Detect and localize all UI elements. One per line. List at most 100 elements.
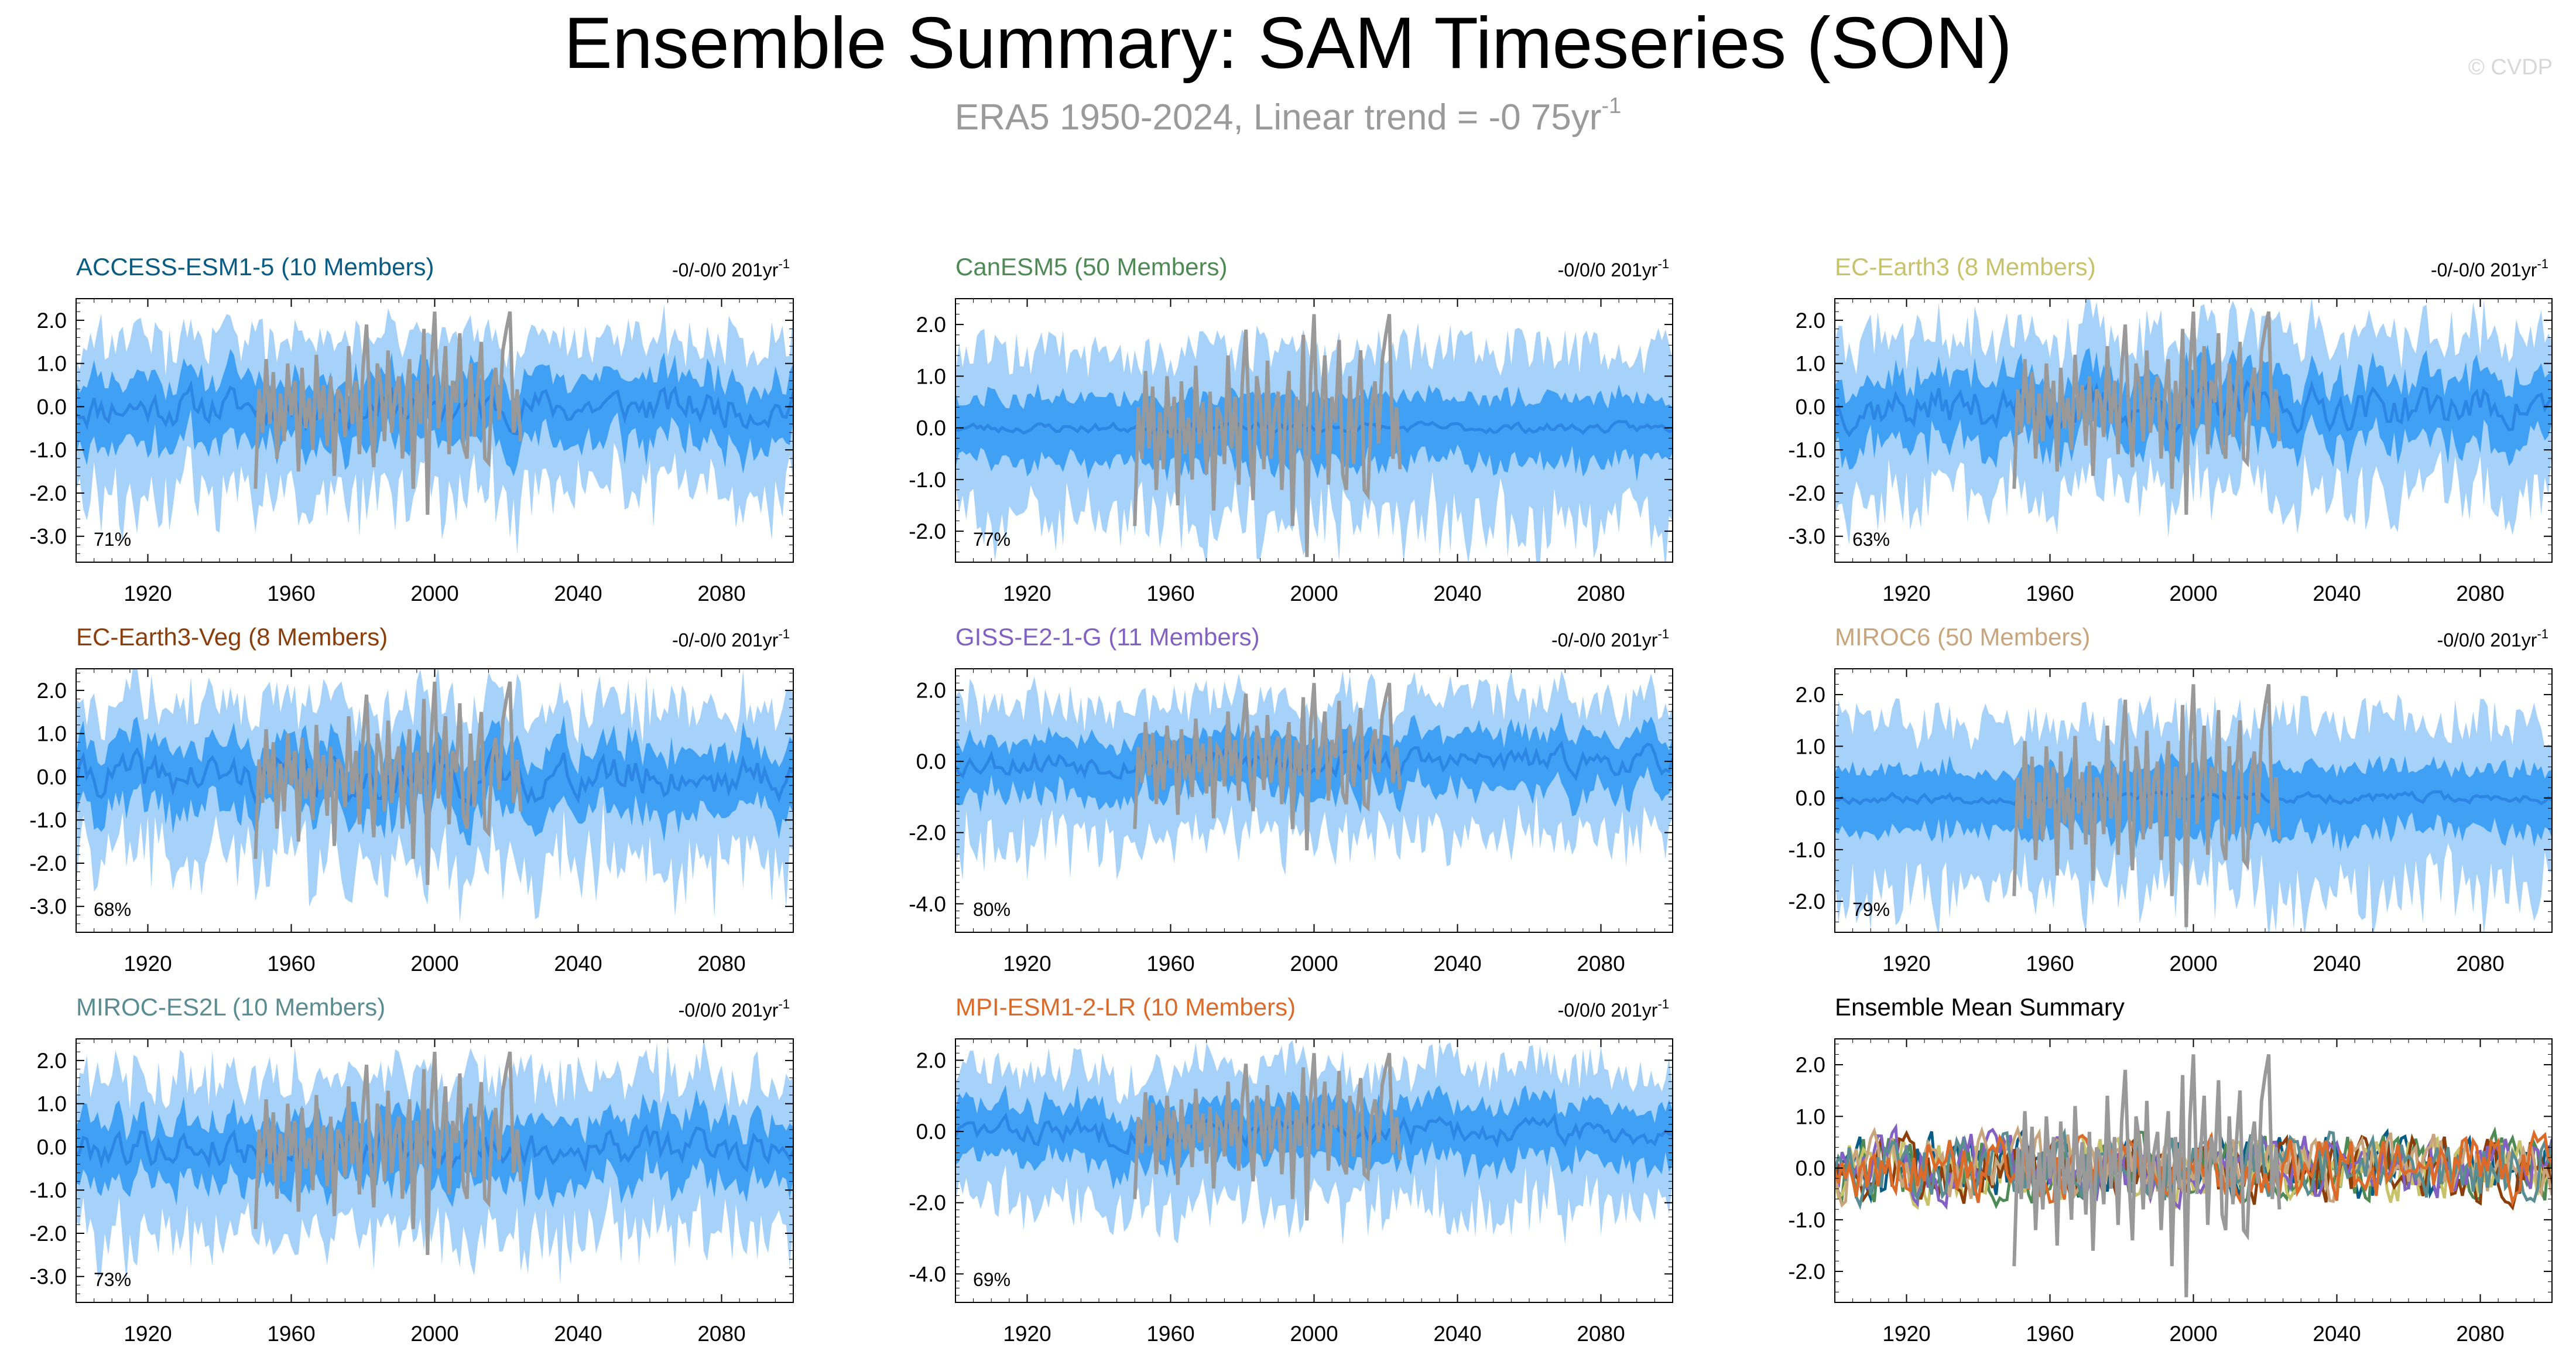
observation-line [1133,682,1402,851]
panel-trend-superscript: -1 [1657,627,1669,641]
y-tick-label: 2.0 [1796,309,1825,333]
y-tick-label: -2.0 [29,1222,67,1246]
observation-line [2012,311,2282,515]
y-tick-label: 0.0 [37,1135,67,1159]
y-tick-label: -3.0 [29,1265,67,1289]
panel-percent: 79% [1852,899,1890,920]
observation-line [254,1051,523,1255]
y-tick-label: 2.0 [37,679,67,703]
y-tick-label: -2.0 [1788,1260,1825,1284]
panel-percent: 69% [973,1269,1010,1290]
panel-trend: -0/-0/0 201yr-1 [672,627,790,651]
x-tick-label: 2040 [2313,582,2361,606]
panel-trend: -0/0/0 201yr-1 [679,997,790,1021]
ensemble-mean-line [955,740,1673,782]
y-tick-label: -1.0 [29,808,67,832]
y-tick-label: 0.0 [1796,786,1825,810]
x-tick-label: 1920 [124,1322,172,1346]
x-tick-label: 1960 [267,582,315,606]
panel-trend-superscript: -1 [2537,627,2548,641]
x-tick-label: 2040 [1433,582,1481,606]
x-tick-label: 2000 [1290,952,1338,976]
inner-band [955,383,1673,482]
x-tick-label: 2040 [554,952,602,976]
y-tick-label: 1.0 [1796,1104,1825,1128]
panel-trend: -0/0/0 201yr-1 [2437,627,2548,651]
observation-line [254,681,523,885]
panel-trend-superscript: -1 [778,997,790,1011]
subtitle: ERA5 1950-2024, Linear trend = -0 75yr-1 [0,94,2576,138]
panel-1: ACCESS-ESM1-5 (10 Members) -0/-0/0 201yr-… [29,253,794,606]
panel-percent: 68% [94,899,131,920]
plot-area [76,1039,793,1284]
y-tick-label: -1.0 [1788,438,1825,462]
panel-percent: 77% [973,529,1010,550]
y-tick-label: -2.0 [29,851,67,875]
panel-title: CanESM5 (50 Members) [955,253,1227,281]
x-tick-label: 2080 [1577,952,1625,976]
panel-3: EC-Earth3 (8 Members) -0/-0/0 201yr-1 2.0 1… [1788,253,2553,606]
panel-8: MPI-ESM1-2-LR (10 Members) -0/0/0 201yr-1… [909,993,1673,1346]
panel-title: MIROC-ES2L (10 Members) [76,993,385,1021]
x-tick-label: 1920 [1003,1322,1051,1346]
panel-trend: -0/0/0 201yr-1 [1558,256,1669,281]
y-tick-label: -2.0 [1788,481,1825,505]
panel-title: Ensemble Mean Summary [1835,993,2125,1021]
summary-line-8 [1835,1129,2552,1208]
panel-2: CanESM5 (50 Members) -0/0/0 201yr-1 2.0 1.0… [909,253,1673,606]
x-tick-label: 2000 [2169,1322,2217,1346]
panel-percent: 63% [1852,529,1890,550]
x-tick-label: 2080 [2456,952,2504,976]
plot-area [1835,299,2552,545]
y-tick-label: 0.0 [916,750,946,774]
ensemble-mean-line [1835,790,2552,806]
y-tick-label: 1.0 [37,722,67,746]
inner-band [76,348,793,477]
y-tick-label: 0.0 [37,765,67,789]
y-tick-label: -4.0 [909,892,946,916]
panel-trend-superscript: -1 [1657,256,1669,271]
panel-trend-superscript: -1 [2537,256,2548,271]
panel-title: EC-Earth3 (8 Members) [1835,253,2096,281]
y-tick-label: -1.0 [1788,1208,1825,1232]
x-tick-label: 2000 [410,952,458,976]
plot-area [76,304,793,555]
x-tick-label: 2000 [1290,1322,1338,1346]
x-tick-label: 2000 [410,582,458,606]
panel-trend: -0/-0/0 201yr-1 [672,256,790,281]
y-tick-label: 2.0 [1796,683,1825,707]
y-tick-label: -2.0 [1788,890,1825,914]
x-tick-label: 1920 [1003,582,1051,606]
x-tick-label: 2080 [697,952,745,976]
y-tick-label: 1.0 [37,352,67,376]
x-tick-label: 1960 [1146,582,1194,606]
panel-title: MIROC6 (50 Members) [1835,623,2090,651]
y-tick-label: 2.0 [37,1049,67,1073]
ensemble-mean-line [1835,377,2552,438]
x-tick-label: 1920 [1882,952,1930,976]
x-tick-label: 1960 [2026,582,2074,606]
panel-title: EC-Earth3-Veg (8 Members) [76,623,388,651]
x-tick-label: 2000 [2169,952,2217,976]
panel-percent: 73% [94,1269,131,1290]
plot-area [1835,683,2552,932]
panel-trend: -0/0/0 201yr-1 [1558,997,1669,1021]
y-tick-label: -4.0 [909,1262,946,1286]
x-tick-label: 1920 [1882,1322,1930,1346]
y-tick-label: 1.0 [37,1092,67,1116]
x-tick-label: 1960 [2026,952,2074,976]
y-tick-label: 2.0 [37,309,67,333]
y-tick-label: 0.0 [916,1120,946,1144]
x-tick-label: 1920 [1003,952,1051,976]
inner-band [1835,752,2552,852]
x-tick-label: 2040 [1433,1322,1481,1346]
subtitle-text: ERA5 1950-2024, Linear trend = -0 75yr [954,97,1602,138]
x-tick-label: 2040 [2313,952,2361,976]
y-tick-label: -3.0 [29,525,67,549]
plot-area [955,313,1673,562]
plot-area [955,670,1673,881]
inner-band [76,1089,793,1208]
ensemble-mean-line [76,1124,793,1173]
x-tick-label: 1960 [1146,952,1194,976]
